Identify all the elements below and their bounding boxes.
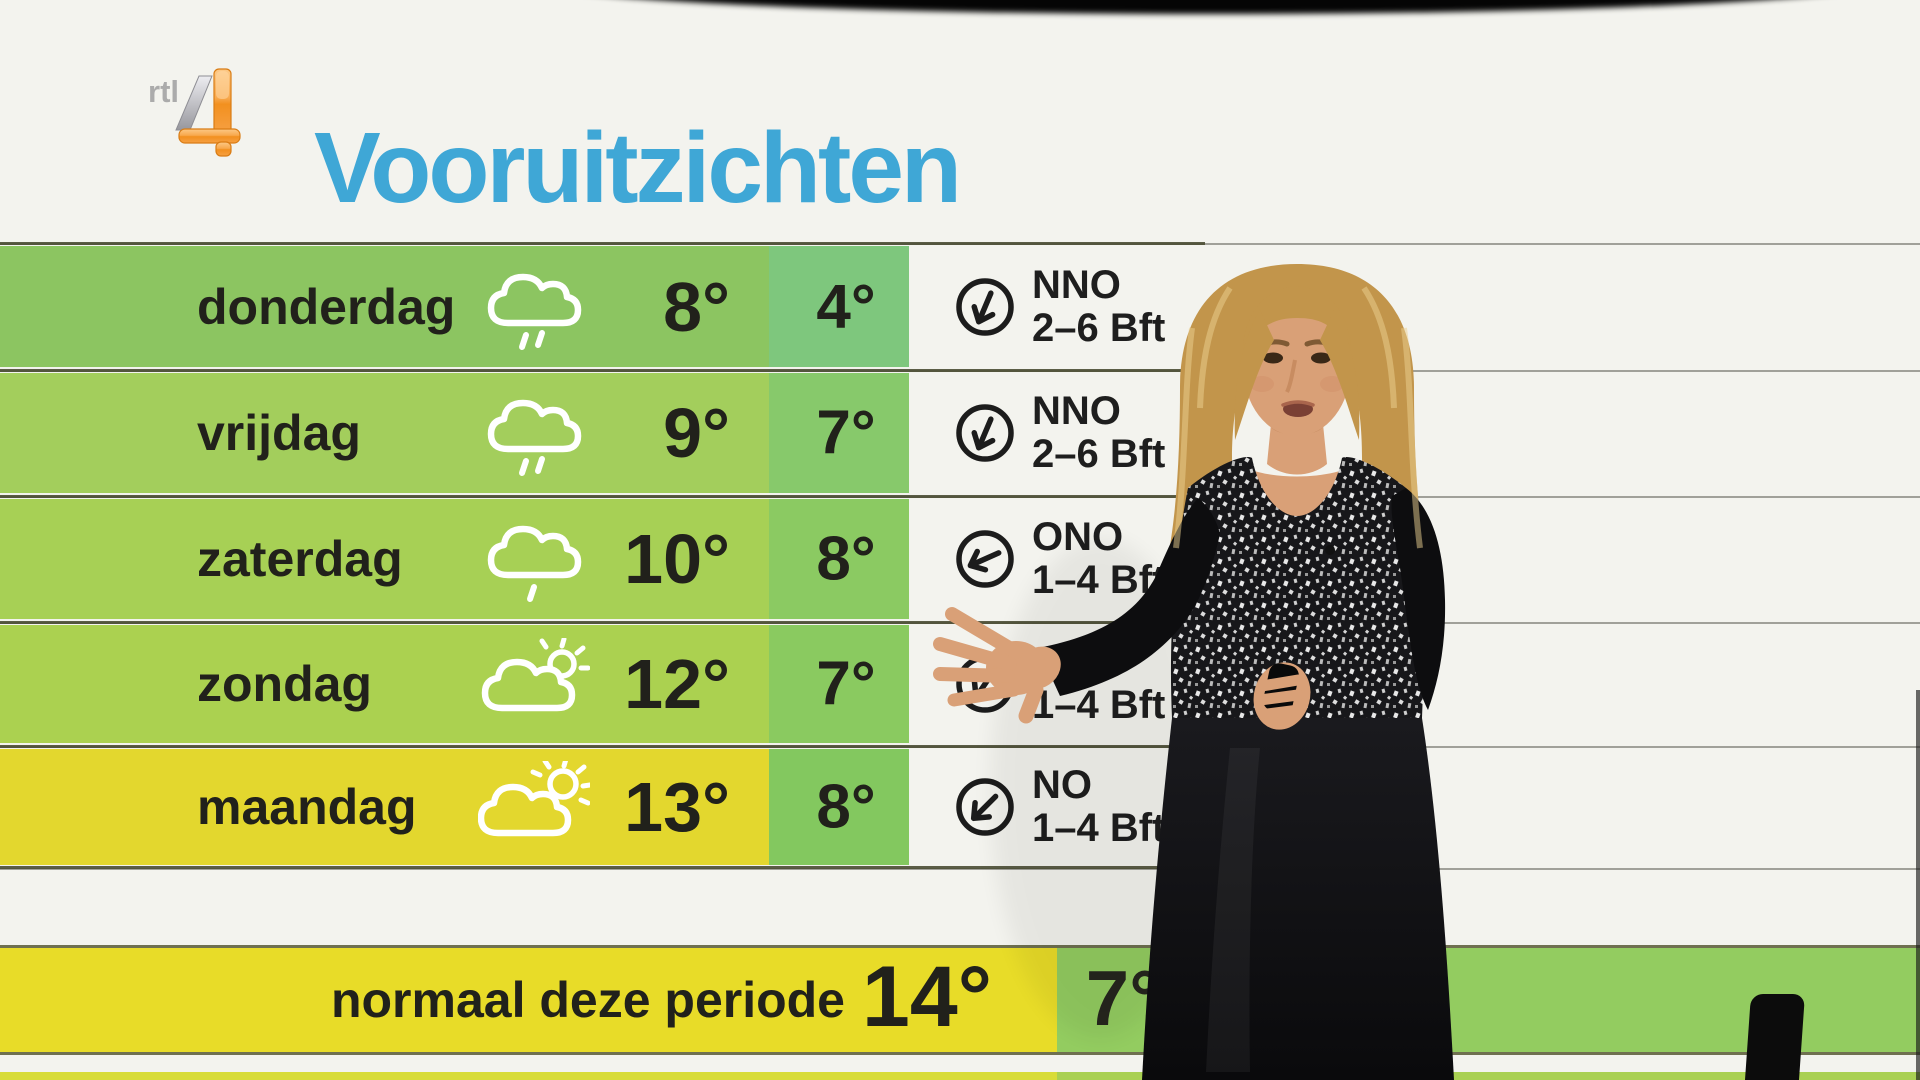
- wind-direction-icon: [950, 272, 1020, 342]
- row-separator: [0, 369, 1205, 372]
- max-temp: 13°: [624, 768, 730, 846]
- rtl4-logo: rtl: [146, 60, 256, 164]
- row-separator: [0, 495, 1205, 498]
- rtl-logo-text: rtl: [148, 74, 179, 109]
- row-min-band: [769, 373, 909, 493]
- max-temp: 12°: [624, 645, 730, 723]
- row-separator: [0, 242, 1205, 245]
- row-min-band: [769, 749, 909, 865]
- day-label: zaterdag: [197, 531, 403, 587]
- row-separator: [0, 866, 1205, 869]
- row-min-band: [769, 246, 909, 367]
- row-min-band: [769, 499, 909, 619]
- cloud-and-sun-icon: [478, 761, 590, 853]
- day-label: vrijdag: [197, 405, 361, 461]
- row-band: [0, 625, 769, 743]
- presenter-top: [1170, 457, 1424, 718]
- max-temp: 10°: [624, 520, 730, 598]
- page-title: Vooruitzichten: [314, 112, 962, 224]
- min-temp: 7°: [816, 398, 876, 468]
- rain-cloud-icon: [478, 261, 590, 353]
- day-label: donderdag: [197, 278, 456, 335]
- nose: [1285, 359, 1297, 393]
- summary-bar-max-band: [0, 945, 1057, 1055]
- min-temp: 7°: [816, 649, 876, 719]
- presenter-hand-clicker: [1253, 662, 1311, 730]
- forecast-row-vrijdag: vrijdag 9° 7° NNO 2–6 Bft: [0, 373, 1205, 493]
- row-band: [0, 499, 769, 619]
- presenter-hair-front: [1234, 286, 1360, 440]
- presenter-face: [1243, 296, 1351, 436]
- weather-presenter: [933, 264, 1454, 1080]
- row-min-band: [769, 625, 909, 743]
- max-temp: 8°: [663, 267, 730, 346]
- presenter-skirt: [1142, 718, 1454, 1080]
- wall-line: [0, 868, 1920, 870]
- row-separator: [0, 745, 1205, 748]
- sun-behind-cloud-icon: [478, 638, 590, 730]
- studio-dark-object: [1744, 994, 1806, 1080]
- row-separator: [0, 621, 1205, 624]
- row-band: [0, 749, 769, 865]
- clip-microphone: [1325, 545, 1335, 555]
- skirt-sheen: [1206, 748, 1260, 1072]
- logo-4: [175, 68, 241, 157]
- right-eye: [1311, 352, 1331, 364]
- left-eye: [1263, 352, 1283, 364]
- row-band: [0, 246, 769, 367]
- forecast-row-donderdag: donderdag 8° 4° NNO 2–6 Bft: [0, 246, 1205, 367]
- wall-right-edge: [1916, 690, 1920, 1080]
- wind-direction-icon: [950, 398, 1020, 468]
- summary-max-temp: 14°: [862, 949, 993, 1045]
- presenter-right-arm: [1391, 488, 1446, 710]
- hair-highlights: [1173, 286, 1423, 549]
- drizzle-cloud-icon: [478, 513, 590, 605]
- wind-direction-icon: [950, 524, 1020, 594]
- wind-info: NNO 2–6 Bft: [1032, 390, 1165, 476]
- studio-top-shadow: [540, 0, 1880, 14]
- row-band: [0, 373, 769, 493]
- min-temp: 8°: [816, 772, 876, 842]
- bottom-edge-strip: [0, 1072, 1920, 1080]
- day-label: maandag: [197, 779, 417, 835]
- wind-info: NNO 2–6 Bft: [1032, 262, 1166, 350]
- min-temp: 4°: [816, 272, 876, 341]
- day-label: zondag: [197, 656, 372, 712]
- mouth: [1283, 401, 1313, 417]
- min-temp: 8°: [816, 524, 876, 594]
- summary-label: normaal deze periode: [330, 972, 845, 1028]
- wind-force-label: 2–6 Bft: [1032, 432, 1166, 476]
- wind-direction-label: NNO: [1032, 389, 1121, 433]
- wind-force-label: 2–6 Bft: [1032, 305, 1166, 350]
- presenter-hand-open: [933, 607, 1061, 724]
- rain-cloud-icon: [478, 387, 590, 479]
- wind-direction-label: NNO: [1032, 262, 1121, 307]
- max-temp: 9°: [663, 394, 730, 472]
